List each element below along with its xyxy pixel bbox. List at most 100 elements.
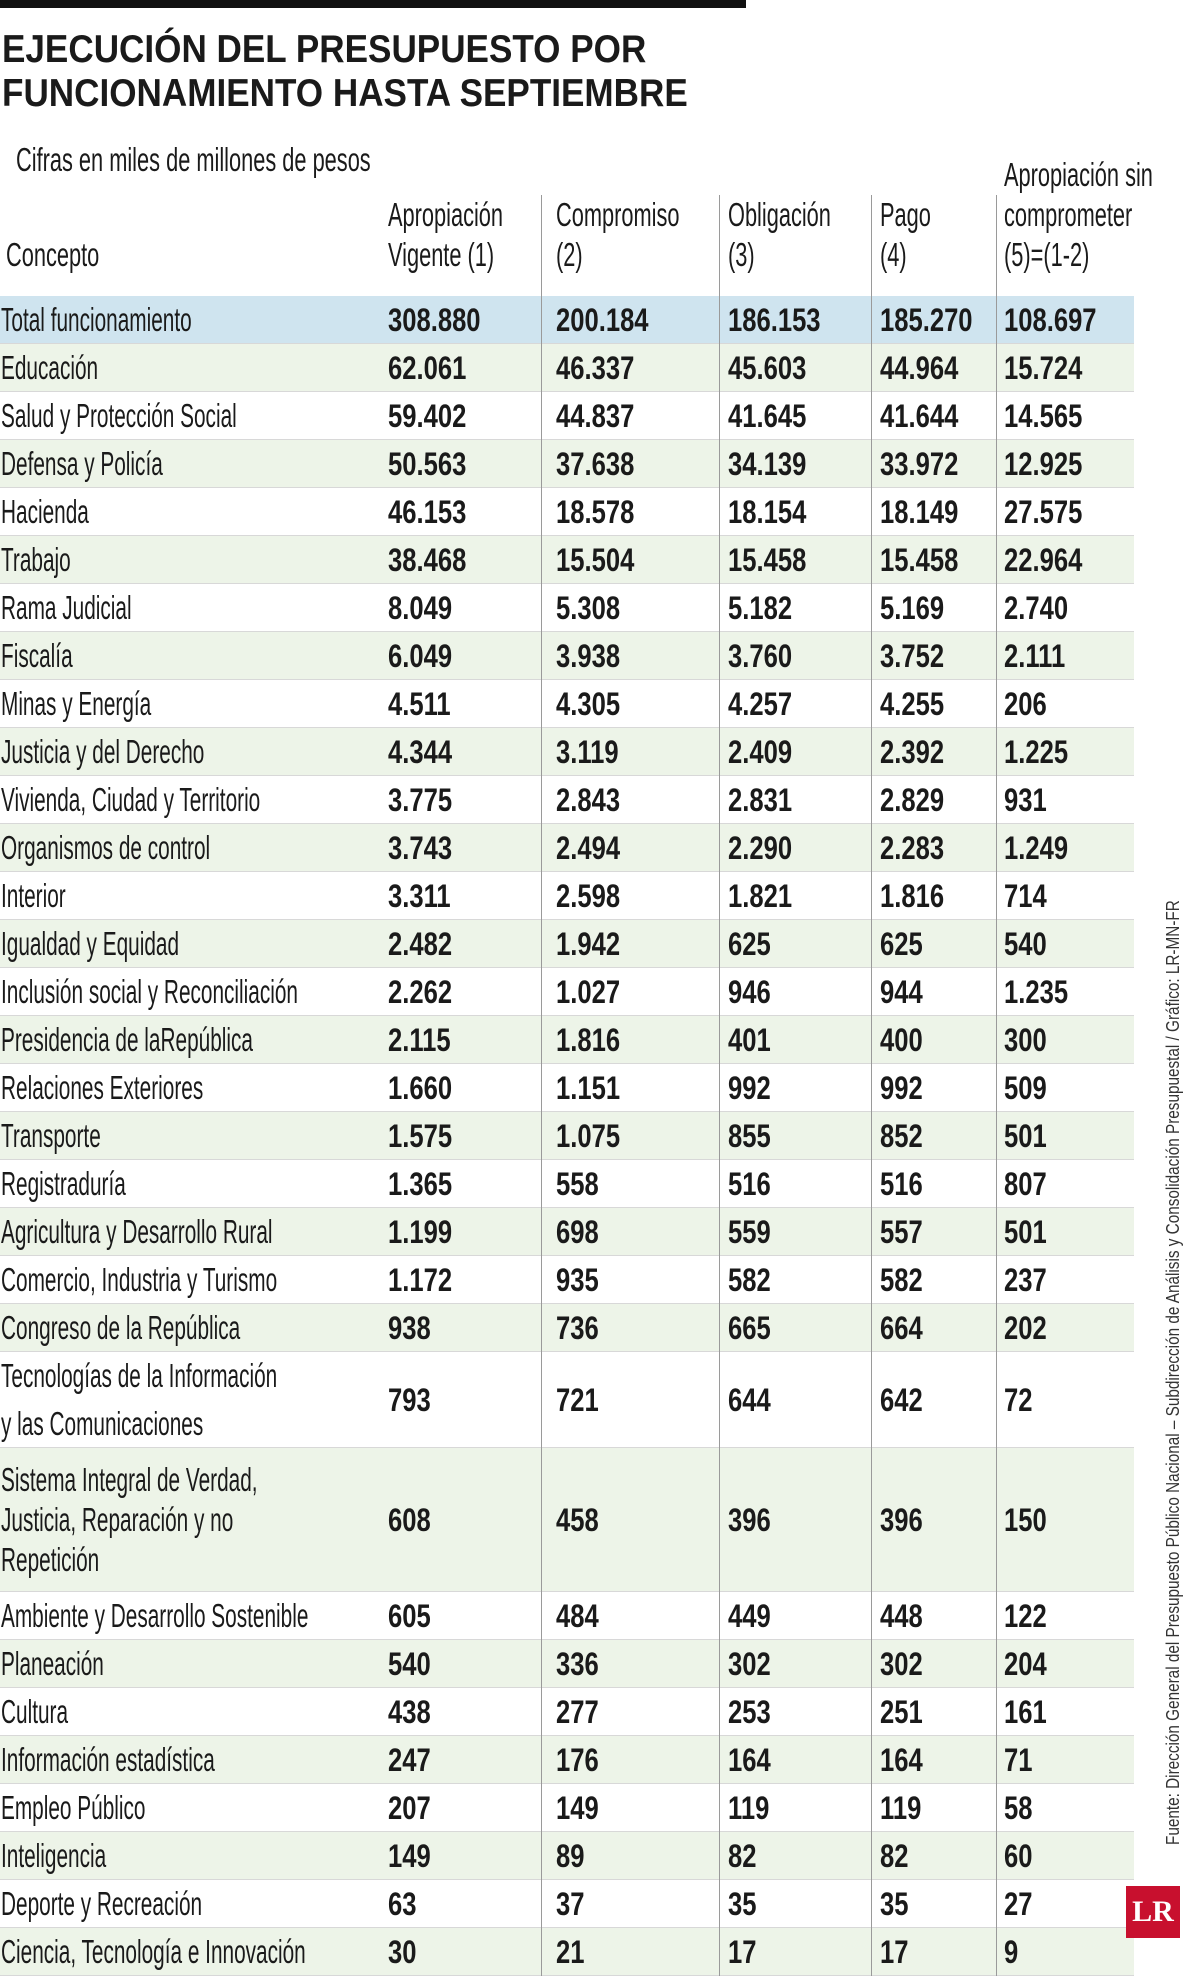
cell-value: 302 <box>728 1646 771 1682</box>
column-separator <box>871 195 872 1976</box>
table-row <box>0 632 1134 680</box>
cell-value: 204 <box>1004 1646 1047 1682</box>
logo: LR <box>1126 1886 1180 1938</box>
cell-value: 2.829 <box>880 782 945 818</box>
cell-value: 438 <box>388 1694 431 1730</box>
source-note: Fuente: Dirección General del Presupuest… <box>1163 900 1183 1845</box>
table-row <box>0 776 1134 824</box>
column-header: Pago <box>880 196 931 233</box>
row-label: y las Comunicaciones <box>1 1405 204 1442</box>
cell-value: 63 <box>388 1886 417 1922</box>
cell-value: 736 <box>556 1310 599 1346</box>
cell-value: 992 <box>880 1070 923 1106</box>
column-header: (4) <box>880 236 907 273</box>
table-row <box>0 1352 1134 1448</box>
column-header: Compromiso <box>556 196 680 233</box>
cell-value: 721 <box>556 1382 599 1418</box>
cell-value: 1.821 <box>728 878 793 914</box>
column-header: comprometer <box>1004 196 1133 233</box>
row-label: Repetición <box>1 1541 100 1578</box>
row-label: Planeación <box>1 1645 104 1682</box>
cell-value: 176 <box>556 1742 599 1778</box>
row-label: Información estadística <box>1 1741 215 1778</box>
cell-value: 625 <box>880 926 923 962</box>
cell-value: 18.149 <box>880 494 959 530</box>
cell-value: 559 <box>728 1214 771 1250</box>
table-row <box>0 1208 1134 1256</box>
table-row <box>0 1256 1134 1304</box>
cell-value: 1.027 <box>556 974 621 1010</box>
row-label: Educación <box>1 349 99 386</box>
cell-value: 852 <box>880 1118 923 1154</box>
cell-value: 50.563 <box>388 446 467 482</box>
cell-value: 605 <box>388 1598 431 1634</box>
cell-value: 1.365 <box>388 1166 453 1202</box>
column-separator <box>541 195 542 1976</box>
row-label: Comercio, Industria y Turismo <box>1 1261 278 1298</box>
cell-value: 202 <box>1004 1310 1047 1346</box>
table-row <box>0 1832 1134 1880</box>
cell-value: 582 <box>728 1262 771 1298</box>
cell-value: 582 <box>880 1262 923 1298</box>
cell-value: 608 <box>388 1502 431 1538</box>
title-line: EJECUCIÓN DEL PRESUPUESTO POR <box>2 28 647 71</box>
table-row <box>0 344 1134 392</box>
cell-value: 17 <box>880 1934 909 1970</box>
cell-value: 2.598 <box>556 878 621 914</box>
cell-value: 396 <box>880 1502 923 1538</box>
cell-value: 1.075 <box>556 1118 621 1154</box>
cell-value: 18.578 <box>556 494 635 530</box>
cell-value: 1.249 <box>1004 830 1069 866</box>
row-label: Justicia, Reparación y no <box>1 1501 234 1538</box>
cell-value: 448 <box>880 1598 923 1634</box>
cell-value: 22.964 <box>1004 542 1083 578</box>
row-label: Ambiente y Desarrollo Sostenible <box>1 1597 309 1634</box>
column-header: (3) <box>728 236 755 273</box>
title-line: FUNCIONAMIENTO HASTA SEPTIEMBRE <box>2 72 688 115</box>
subtitle: Cifras en miles de millones de pesos <box>16 141 371 178</box>
cell-value: 5.169 <box>880 590 945 626</box>
cell-value: 3.119 <box>556 734 619 770</box>
column-separator <box>996 195 997 1976</box>
cell-value: 401 <box>728 1022 771 1058</box>
row-label: Minas y Energía <box>1 685 152 722</box>
cell-value: 237 <box>1004 1262 1047 1298</box>
row-label: Inclusión social y Reconciliación <box>1 973 298 1010</box>
cell-value: 82 <box>880 1838 909 1874</box>
cell-value: 164 <box>728 1742 771 1778</box>
cell-value: 3.311 <box>388 878 451 914</box>
row-label: Relaciones Exteriores <box>1 1069 204 1106</box>
cell-value: 458 <box>556 1502 599 1538</box>
cell-value: 1.172 <box>388 1262 453 1298</box>
cell-value: 8.049 <box>388 590 453 626</box>
cell-value: 9 <box>1004 1934 1019 1970</box>
row-label: Congreso de la República <box>1 1309 241 1346</box>
cell-value: 1.660 <box>388 1070 453 1106</box>
cell-value: 698 <box>556 1214 599 1250</box>
cell-value: 15.504 <box>556 542 635 578</box>
table-row <box>0 1928 1134 1976</box>
table-row <box>0 1688 1134 1736</box>
cell-value: 37.638 <box>556 446 635 482</box>
cell-value: 946 <box>728 974 771 1010</box>
row-label: Salud y Protección Social <box>1 397 237 434</box>
cell-value: 15.458 <box>880 542 959 578</box>
table-row <box>0 1592 1134 1640</box>
row-label: Organismos de control <box>1 829 211 866</box>
cell-value: 644 <box>728 1382 771 1418</box>
cell-value: 1.816 <box>556 1022 621 1058</box>
row-label: Total funcionamiento <box>1 301 192 338</box>
cell-value: 1.816 <box>880 878 945 914</box>
column-header: Apropiación sin <box>1004 156 1153 193</box>
cell-value: 27 <box>1004 1886 1033 1922</box>
cell-value: 41.645 <box>728 398 807 434</box>
cell-value: 855 <box>728 1118 771 1154</box>
cell-value: 4.344 <box>388 734 453 770</box>
cell-value: 300 <box>1004 1022 1047 1058</box>
cell-value: 516 <box>880 1166 923 1202</box>
cell-value: 664 <box>880 1310 923 1346</box>
cell-value: 501 <box>1004 1118 1047 1154</box>
cell-value: 1.199 <box>388 1214 453 1250</box>
cell-value: 2.290 <box>728 830 793 866</box>
cell-value: 540 <box>388 1646 431 1682</box>
